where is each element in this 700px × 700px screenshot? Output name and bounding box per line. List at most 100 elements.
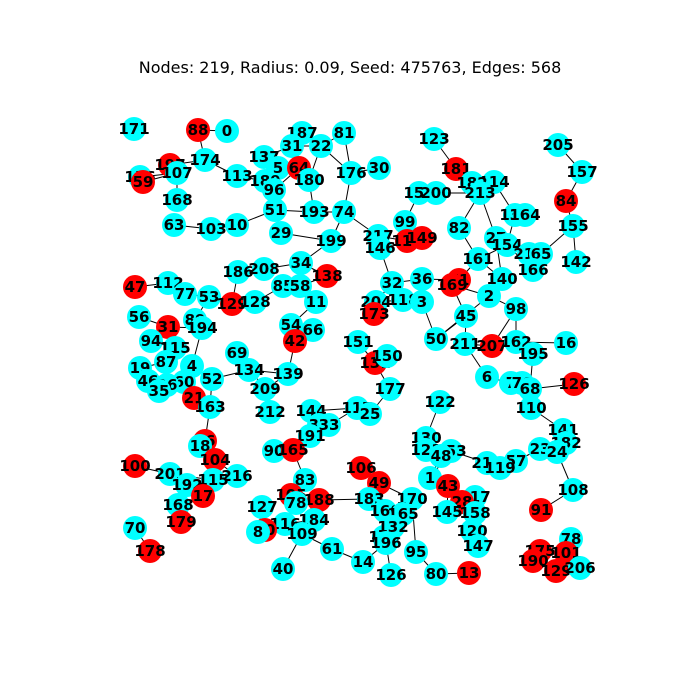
graph-node: 6 xyxy=(475,365,499,389)
node-circle xyxy=(297,168,321,192)
node-circle xyxy=(147,379,171,403)
graph-node: 42 xyxy=(283,329,307,353)
node-circle xyxy=(447,216,471,240)
node-circle xyxy=(165,161,189,185)
node-label: 32 xyxy=(382,274,403,292)
node-circle xyxy=(225,341,249,365)
node-circle xyxy=(457,561,481,585)
graph-node: 84 xyxy=(554,189,578,213)
graph-node: 99 xyxy=(393,210,417,234)
graph-node: 196 xyxy=(370,531,402,555)
graph-node: 126 xyxy=(375,563,407,587)
graph-node: 104 xyxy=(199,448,231,472)
node-label: 126 xyxy=(558,375,589,393)
node-circle xyxy=(380,271,404,295)
node-label: 81 xyxy=(334,124,355,142)
graph-node: 98 xyxy=(504,297,528,321)
node-label: 4 xyxy=(187,357,197,375)
node-circle xyxy=(358,402,382,426)
node-circle xyxy=(123,275,147,299)
graph-node: 174 xyxy=(189,148,221,172)
node-circle xyxy=(568,556,592,580)
node-label: 194 xyxy=(186,319,217,337)
node-circle xyxy=(307,488,331,512)
node-label: 30 xyxy=(369,159,390,177)
graph-node: 181 xyxy=(440,157,472,181)
node-label: 190 xyxy=(517,552,548,570)
node-circle xyxy=(190,316,214,340)
node-circle xyxy=(332,121,356,145)
node-label: 101 xyxy=(550,544,581,562)
node-label: 138 xyxy=(311,267,342,285)
graph-node: 164 xyxy=(509,203,541,227)
graph-node: 207 xyxy=(476,334,508,358)
graph-node: 126 xyxy=(558,372,590,396)
node-circle xyxy=(561,214,585,238)
node-circle xyxy=(158,462,182,486)
graph-node: 1 xyxy=(418,466,442,490)
graph-node: 110 xyxy=(515,396,547,420)
graph-node: 168 xyxy=(161,188,193,212)
node-label: 61 xyxy=(322,540,343,558)
node-label: 174 xyxy=(189,151,220,169)
node-label: 213 xyxy=(464,184,495,202)
graph-node: 106 xyxy=(345,456,377,480)
node-circle xyxy=(346,330,370,354)
node-label: 5 xyxy=(273,159,283,177)
node-circle xyxy=(562,372,586,396)
node-label: 129 xyxy=(540,562,571,580)
graph-node: 100 xyxy=(119,454,151,478)
node-label: 164 xyxy=(509,206,540,224)
node-circle xyxy=(154,350,178,374)
node-circle xyxy=(477,284,501,308)
graph-node: 29 xyxy=(269,221,293,245)
graph-node: 68 xyxy=(518,377,542,401)
graph-node: 208 xyxy=(248,257,280,281)
node-label: 10 xyxy=(227,216,248,234)
node-circle xyxy=(173,282,197,306)
graph-node: 40 xyxy=(271,557,295,581)
node-label: 43 xyxy=(438,477,459,495)
node-circle xyxy=(436,474,460,498)
node-circle xyxy=(271,274,295,298)
node-circle xyxy=(281,438,305,462)
node-circle xyxy=(203,448,227,472)
node-circle xyxy=(191,484,215,508)
node-circle xyxy=(226,260,250,284)
node-circle xyxy=(262,439,286,463)
figure-title: Nodes: 219, Radius: 0.09, Seed: 475763, … xyxy=(138,58,562,77)
node-circle xyxy=(424,181,448,205)
node-label: 103 xyxy=(195,220,226,238)
node-circle xyxy=(280,134,304,158)
node-label: 1 xyxy=(425,469,435,487)
node-label: 50 xyxy=(426,330,447,348)
node-label: 74 xyxy=(334,203,355,221)
node-circle xyxy=(215,119,239,143)
node-label: 80 xyxy=(426,565,447,583)
node-circle xyxy=(368,236,392,260)
node-label: 207 xyxy=(476,337,507,355)
node-label: 56 xyxy=(129,308,150,326)
node-circle xyxy=(362,302,386,326)
graph-node: 96 xyxy=(262,178,286,202)
node-circle xyxy=(504,330,528,354)
node-label: 180 xyxy=(293,171,324,189)
node-circle xyxy=(418,466,442,490)
node-circle xyxy=(162,213,186,237)
graph-node: 151 xyxy=(342,330,374,354)
graph-node: 58 xyxy=(288,274,312,298)
node-circle xyxy=(554,541,578,565)
node-circle xyxy=(466,534,490,558)
node-label: 165 xyxy=(277,441,308,459)
graph-node: 213 xyxy=(464,181,496,205)
node-label: 158 xyxy=(459,504,490,522)
graph-node: 33 xyxy=(317,413,341,437)
node-label: 134 xyxy=(233,361,264,379)
graph-node: 85 xyxy=(271,274,295,298)
graph-node: 150 xyxy=(371,344,403,368)
node-label: 52 xyxy=(202,370,223,388)
node-circle xyxy=(332,200,356,224)
node-circle xyxy=(393,210,417,234)
node-label: 113 xyxy=(221,167,252,185)
